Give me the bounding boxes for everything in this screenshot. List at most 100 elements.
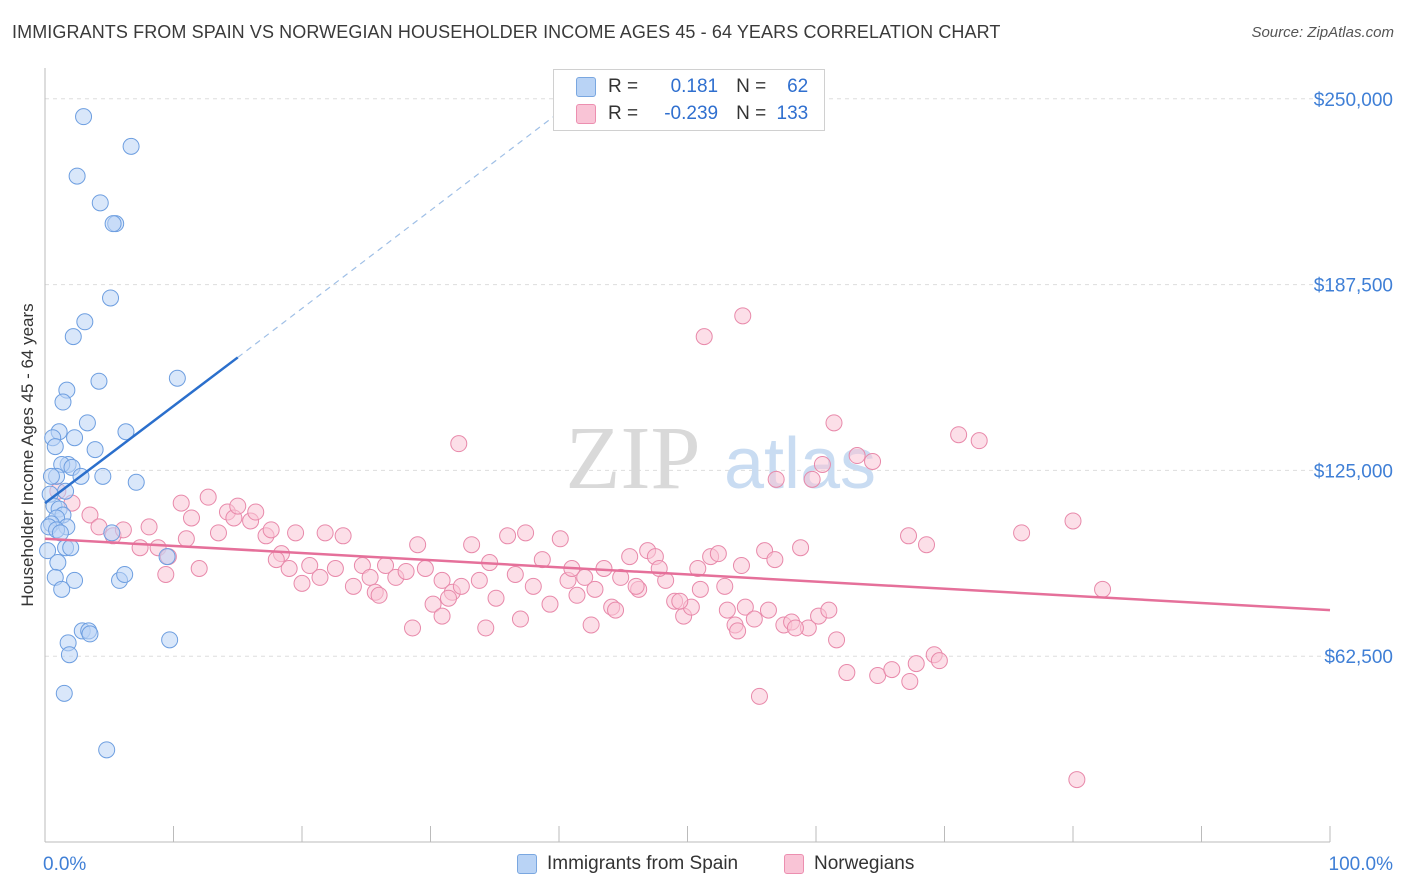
norwegians-point [301,557,319,575]
norwegians-points [49,307,1112,789]
n-label: N = [736,76,767,97]
norwegians-point [745,610,763,628]
norwegians-point [499,527,517,545]
chart-title: IMMIGRANTS FROM SPAIN VS NORWEGIAN HOUSE… [12,22,1001,42]
r-label: R = [608,103,639,124]
y-axis-label: Householder Income Ages 45 - 64 years [18,303,37,606]
gridlines [45,98,1330,657]
norwegians-point [1094,580,1112,598]
norwegians-point [766,551,784,569]
norwegians-point [883,661,901,679]
spain-point [39,542,57,560]
norwegians-point [607,601,625,619]
x-tick-label-min: 0.0% [43,854,86,875]
norwegians-r-value: -0.239 [664,103,719,124]
norwegians-point [718,601,736,619]
norwegians-point [786,619,804,637]
spain-point [94,467,112,485]
x-tick-label-max: 100.0% [1329,854,1394,875]
norwegians-point [157,565,175,583]
spain-point [49,554,67,572]
correlation-legend: R = 0.181 N = 62 R = -0.239 N = 133 [553,69,825,131]
spain-point [127,473,145,491]
norwegians-point [820,601,838,619]
spain-point [116,565,134,583]
norwegians-trend-line [44,537,1331,612]
norwegians-point [918,536,936,554]
legend-row-spain: R = 0.181 N = 62 [576,75,808,99]
norwegians-point [177,530,195,548]
spain-r-value: 0.181 [670,76,719,97]
spain-point [81,625,99,643]
norwegians-point [280,560,298,578]
norwegians-point [869,667,887,685]
y-tick-label: $187,500 [1314,276,1393,297]
spain-point [55,684,73,702]
norwegians-point [970,432,988,450]
spain-point [62,539,80,557]
norwegians-point [190,560,208,578]
spain-point [117,423,135,441]
norwegians-point [803,470,821,488]
norwegians-point [450,435,468,453]
spain-point [122,137,140,155]
norwegians-point [541,595,559,613]
norwegians-point [199,488,217,506]
legend-row-norwegians: R = -0.239 N = 133 [576,102,808,126]
norwegians-legend-swatch [784,854,804,874]
bottom-legend-spain[interactable]: Immigrants from Spain [517,852,738,876]
norwegians-point [463,536,481,554]
norwegians-point [759,601,777,619]
norwegians-point [131,539,149,557]
norwegians-point [930,652,948,670]
norwegians-swatch [576,104,596,124]
norwegians-point [287,524,305,542]
spain-swatch [576,77,596,97]
norwegians-point [487,589,505,607]
norwegians-point [838,664,856,682]
spain-point [102,289,120,307]
norwegians-point [182,509,200,527]
norwegians-point [311,568,329,586]
norwegians-point [709,545,727,563]
norwegians-point [586,580,604,598]
norwegians-point [477,619,495,637]
norwegians-point [506,565,524,583]
spain-point [75,108,93,126]
norwegians-point [293,574,311,592]
norwegians-point [864,452,882,470]
norwegians-point [334,527,352,545]
norwegians-point [433,571,451,589]
norwegians-point [262,521,280,539]
norwegians-point [511,610,529,628]
spain-point [42,467,60,485]
watermark-zip: ZIP [566,409,701,508]
norwegians-point [900,527,918,545]
norwegians-point [439,589,457,607]
spain-point [98,741,116,759]
watermark: ZIP atlas [566,409,877,508]
norwegians-point [267,551,285,569]
norwegians-point [326,560,344,578]
spain-trend-line [44,356,239,505]
spain-point [64,328,82,346]
norwegians-point [1068,771,1086,789]
spain-point [78,414,96,432]
r-label: R = [608,76,639,97]
spain-point [53,580,71,598]
norwegians-point [397,562,415,580]
norwegians-point [433,607,451,625]
y-tick-label: $62,500 [1324,647,1393,668]
bottom-legend-norwegians[interactable]: Norwegians [784,852,914,876]
norwegians-point [424,595,442,613]
norwegians-point [627,577,645,595]
tick-labels: $62,500 $125,000 $187,500 $250,000 0.0% 100.0… [43,90,1393,875]
spain-n-value: 62 [787,76,809,97]
norwegians-point [517,524,535,542]
norwegians-point [229,497,247,515]
norwegians-point [582,616,600,634]
norwegians-point [848,447,866,465]
norwegians-point [621,548,639,566]
norwegians-point [825,414,843,432]
